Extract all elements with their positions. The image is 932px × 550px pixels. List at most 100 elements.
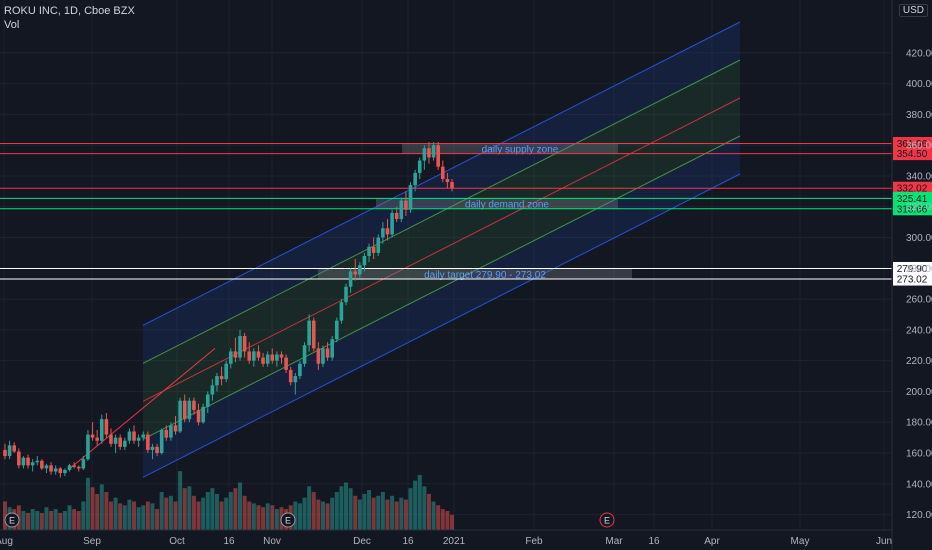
volume-bar xyxy=(76,511,81,530)
zones: daily supply zone daily demand zone daily … xyxy=(318,143,632,281)
volume-bar xyxy=(316,499,321,530)
volume-bar xyxy=(339,486,344,530)
candle-body xyxy=(17,451,21,466)
candle-body xyxy=(182,400,187,420)
volume-bar xyxy=(182,488,187,530)
candle-body xyxy=(67,465,72,470)
candle-body xyxy=(53,468,58,472)
volume-bar xyxy=(445,511,450,530)
candle-body xyxy=(7,445,12,457)
candle-body xyxy=(219,376,224,380)
candle-body xyxy=(362,255,367,266)
candle-body xyxy=(247,351,252,361)
candle-body xyxy=(394,212,399,220)
level-tag-label: 354.50 xyxy=(897,149,928,160)
channel-line xyxy=(142,59,741,364)
candles xyxy=(3,142,454,478)
candle-body xyxy=(445,179,450,183)
volume-bar xyxy=(85,477,90,530)
volume-bar xyxy=(155,509,160,530)
candle-body xyxy=(381,228,385,238)
y-tick-label: 280.00 xyxy=(906,264,932,275)
volume-bar xyxy=(150,503,155,530)
volume-bar xyxy=(403,499,408,530)
channel-band xyxy=(143,22,740,364)
candle-body xyxy=(141,434,146,438)
volume-bar xyxy=(72,509,77,530)
volume-bar xyxy=(95,493,100,530)
volume-bar xyxy=(21,511,26,530)
candle-body xyxy=(201,406,205,423)
candle-body xyxy=(436,145,440,167)
volume-bar xyxy=(311,492,316,530)
volume-bar xyxy=(30,509,35,530)
zone-label: daily demand zone xyxy=(465,200,549,211)
volume-bar xyxy=(431,501,436,530)
y-tick-label: 120.00 xyxy=(906,510,932,521)
candle-body xyxy=(422,148,427,161)
x-tick-label: 16 xyxy=(402,536,414,547)
volume-bar xyxy=(224,497,229,530)
candle-body xyxy=(233,351,238,358)
volume-bar xyxy=(274,509,279,530)
candle-body xyxy=(35,460,40,463)
candle-body xyxy=(164,429,169,438)
y-tick-label: 300.00 xyxy=(906,233,932,244)
volume-bar xyxy=(44,507,49,530)
volume-bar xyxy=(118,503,123,530)
candle-body xyxy=(404,200,408,210)
earnings-marker-label: E xyxy=(9,516,15,526)
earnings-marker-label: E xyxy=(285,516,291,526)
channel-line xyxy=(142,173,741,478)
volume-bar xyxy=(53,509,58,530)
volume-bar xyxy=(35,511,40,530)
volume-bar xyxy=(436,505,441,530)
candle-body xyxy=(159,429,164,454)
candle-body xyxy=(150,446,155,450)
volume-bar xyxy=(141,505,146,530)
x-tick-label: Feb xyxy=(525,536,543,547)
candle-body xyxy=(390,212,394,235)
candle-body xyxy=(440,166,445,180)
candle-body xyxy=(242,336,247,352)
volume-bar xyxy=(293,501,298,530)
candle-body xyxy=(348,271,353,287)
candle-body xyxy=(344,286,348,303)
volume-bar xyxy=(49,511,54,530)
volume-bar xyxy=(270,505,275,530)
volume-bar xyxy=(330,497,335,530)
level-tag xyxy=(893,137,932,151)
volume-label: Vol xyxy=(4,19,20,31)
x-tick-label: 16 xyxy=(648,536,660,547)
trend-line xyxy=(69,347,216,469)
candle-body xyxy=(339,302,344,321)
candle-body xyxy=(408,185,413,210)
volume-bar xyxy=(173,501,178,530)
candle-body xyxy=(173,425,178,432)
x-tick-label: Jun xyxy=(876,536,892,547)
x-tick-label: Mar xyxy=(605,536,623,547)
level-tag-label: 318.66 xyxy=(897,204,928,215)
candle-body xyxy=(358,265,362,275)
candle-body xyxy=(288,369,293,383)
candle-body xyxy=(118,437,123,447)
volume-bar xyxy=(320,501,325,530)
y-tick-label: 160.00 xyxy=(906,449,932,460)
candle-body xyxy=(196,409,201,423)
regression-channel xyxy=(69,21,741,478)
volume-bar xyxy=(450,514,454,530)
volume-bar xyxy=(205,492,210,530)
candle-body xyxy=(265,354,270,364)
volume-bar xyxy=(302,497,307,530)
currency-selector[interactable]: USD xyxy=(898,4,928,17)
candle-body xyxy=(252,351,256,361)
y-tick-label: 180.00 xyxy=(906,418,932,429)
channel-band xyxy=(143,60,740,402)
zone-box xyxy=(402,143,618,154)
candle-body xyxy=(371,246,376,253)
candle-body xyxy=(90,434,95,438)
volume-bar xyxy=(307,486,312,530)
